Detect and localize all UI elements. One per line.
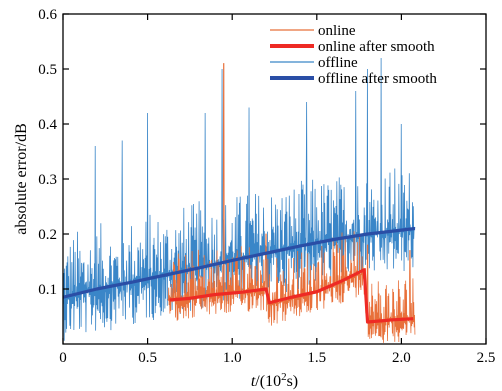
y-tick-label: 0.2 [38,227,57,243]
legend-label: offline after smooth [318,71,437,87]
y-axis-label: absolute error/dB [13,123,30,235]
y-tick-label: 0.5 [38,62,57,78]
x-tick-label: 0.5 [138,350,157,366]
y-tick-label: 0.4 [38,117,57,133]
plot-area [63,58,415,343]
x-tick-label: 2.0 [392,350,411,366]
x-axis-label: t/(102s) [251,371,298,390]
y-tick-label: 0.6 [38,7,57,23]
y-tick-label: 0.1 [38,282,57,298]
x-tick-label: 0 [59,350,67,366]
legend-label: online after smooth [318,39,435,55]
x-tick-label: 1.0 [223,350,242,366]
x-tick-label: 1.5 [307,350,326,366]
legend: onlineonline after smoothofflineoffline … [270,23,437,87]
legend-label: online [318,23,356,39]
legend-label: offline [318,55,358,71]
series-line-offline [63,58,415,341]
x-tick-label: 2.5 [477,350,496,366]
y-tick-label: 0.3 [38,172,57,188]
